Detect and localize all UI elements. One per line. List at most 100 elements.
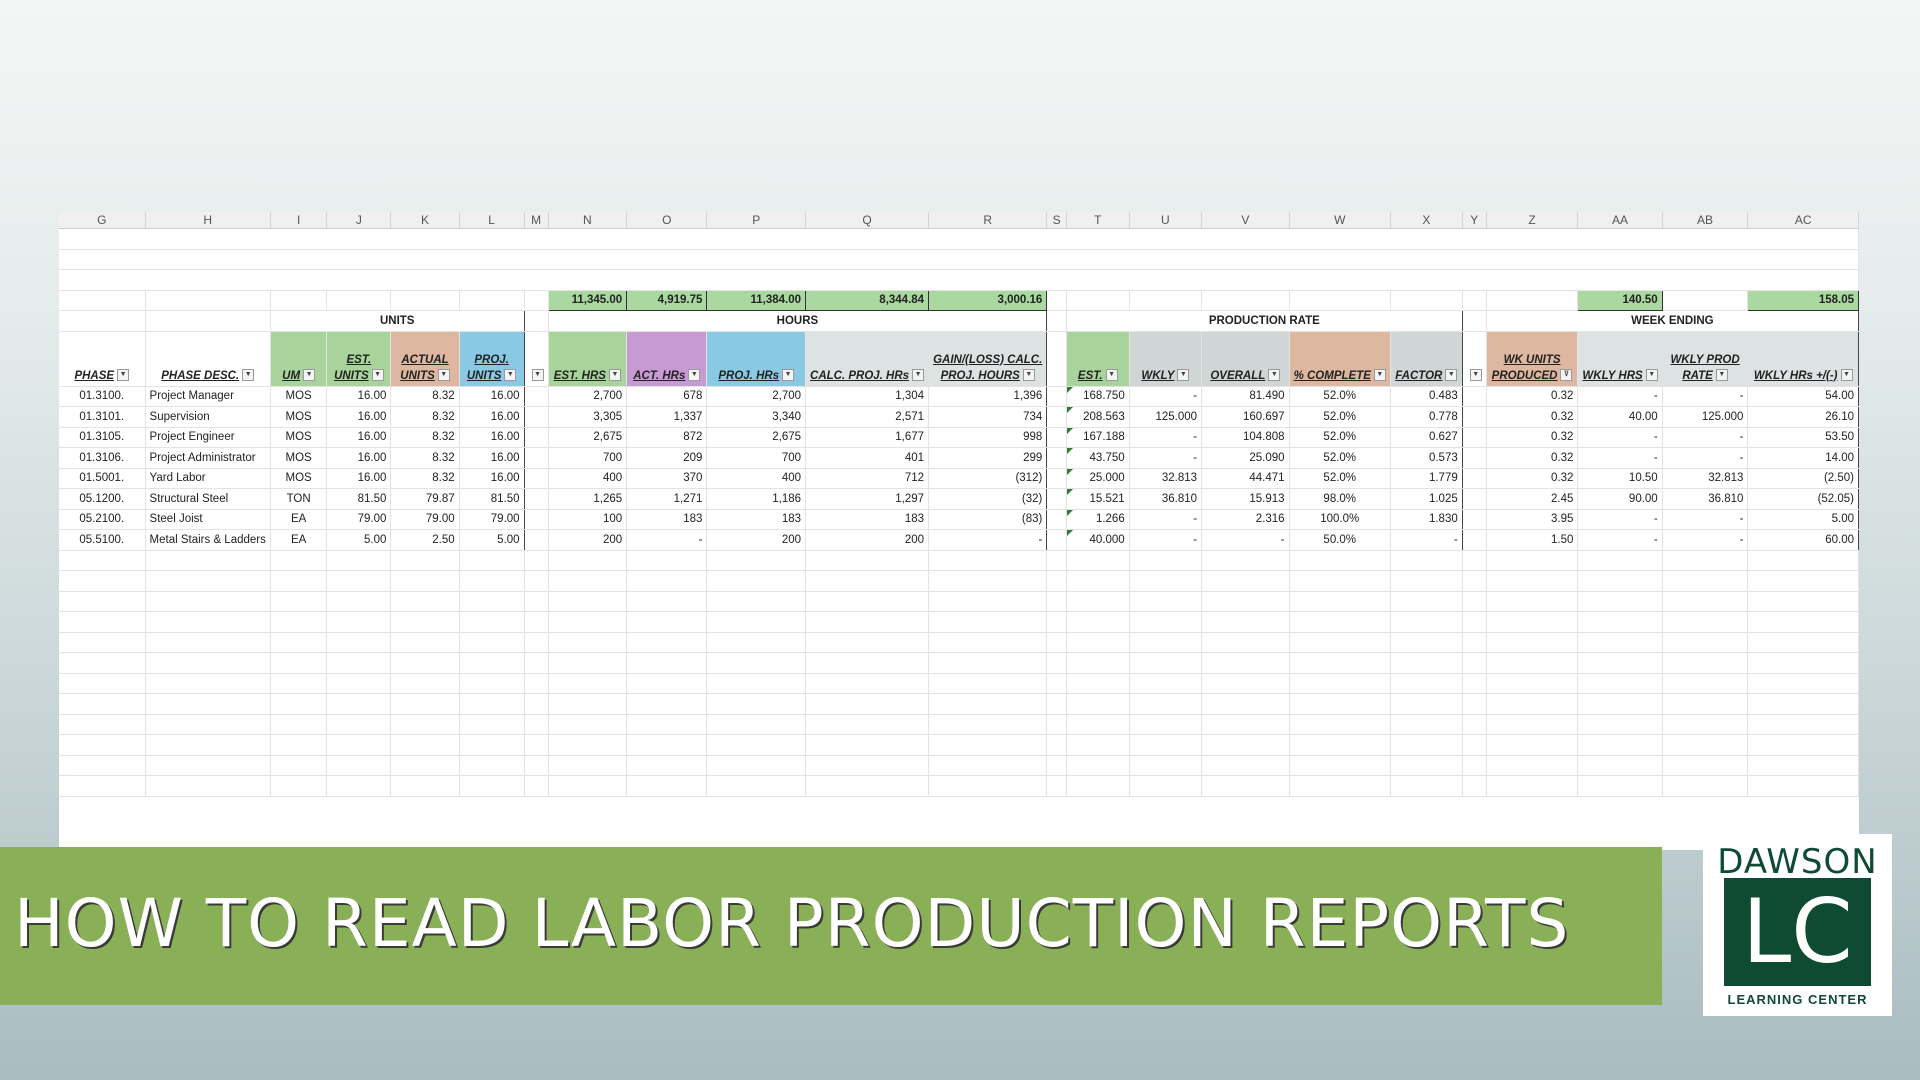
filter-dropdown-icon[interactable]: ▼ — [608, 369, 621, 382]
column-header-h[interactable]: H — [145, 212, 271, 229]
empty-cell[interactable] — [390, 714, 460, 735]
cell-factor[interactable]: 0.573 — [1390, 447, 1463, 469]
header-est-hrs[interactable]: EST. HRS ▼ — [547, 331, 628, 387]
cell-wkly-rate[interactable]: - — [1662, 386, 1749, 407]
empty-cell[interactable] — [59, 652, 146, 674]
empty-cell[interactable] — [1390, 734, 1463, 756]
empty-cell[interactable] — [459, 632, 525, 653]
spacer-cell[interactable] — [1046, 509, 1067, 530]
empty-cell[interactable] — [1201, 652, 1290, 674]
empty-cell[interactable] — [59, 570, 146, 592]
cell-wkly-diff[interactable]: 53.50 — [1747, 427, 1859, 448]
cell-wk-units[interactable]: 1.50 — [1485, 529, 1579, 551]
header-est[interactable]: EST. ▼ — [1065, 331, 1130, 387]
cell-factor[interactable]: 0.483 — [1390, 386, 1463, 407]
cell-gain-loss[interactable]: (32) — [928, 488, 1048, 510]
cell-act-hrs[interactable]: 370 — [626, 468, 708, 489]
empty-cell[interactable] — [145, 550, 271, 571]
empty-cell[interactable] — [1289, 611, 1391, 633]
empty-cell[interactable] — [1747, 570, 1859, 592]
empty-cell[interactable] — [459, 775, 525, 797]
cell-overall[interactable]: 104.808 — [1201, 427, 1290, 448]
empty-cell[interactable] — [548, 714, 628, 735]
cell-est-units[interactable]: 5.00 — [326, 529, 392, 551]
empty-cell[interactable] — [626, 693, 708, 715]
empty-cell[interactable] — [706, 775, 807, 797]
cell-actual-units[interactable]: 2.50 — [390, 529, 460, 551]
empty-cell[interactable] — [1129, 611, 1203, 633]
empty-cell[interactable] — [1747, 652, 1859, 674]
cell-factor[interactable]: 1.779 — [1390, 468, 1463, 489]
cell-est-hrs[interactable]: 400 — [547, 468, 628, 489]
empty-cell[interactable] — [1046, 570, 1067, 592]
cell-est[interactable]: 168.750 — [1065, 386, 1130, 407]
cell-actual-units[interactable]: 79.00 — [390, 509, 460, 530]
empty-cell[interactable] — [548, 775, 628, 797]
cell-phase[interactable]: 01.3101. — [59, 406, 146, 428]
empty-cell[interactable] — [1390, 693, 1463, 715]
cell-wkly[interactable]: 125.000 — [1129, 406, 1203, 428]
empty-cell[interactable] — [524, 693, 549, 715]
empty-cell[interactable] — [524, 652, 549, 674]
spacer-cell[interactable] — [524, 386, 549, 407]
empty-cell[interactable] — [548, 673, 628, 694]
header-est-units[interactable]: EST. UNITS ▼ — [326, 331, 392, 387]
empty-cell[interactable] — [326, 632, 392, 653]
total-est-hrs[interactable]: 11,345.00 — [547, 289, 628, 311]
cell-act-hrs[interactable]: 1,271 — [626, 488, 708, 510]
empty-cell[interactable] — [145, 652, 271, 674]
empty-cell[interactable] — [1201, 611, 1290, 633]
cell-wkly[interactable]: - — [1129, 509, 1203, 530]
cell-calc-proj-hrs[interactable]: 200 — [805, 529, 930, 551]
empty-cell[interactable] — [548, 755, 628, 776]
empty-cell[interactable] — [59, 673, 146, 694]
empty-cell[interactable] — [270, 611, 328, 633]
cell-est-units[interactable]: 81.50 — [326, 488, 392, 510]
empty-cell[interactable] — [1066, 550, 1130, 571]
empty-cell[interactable] — [524, 550, 549, 571]
empty-cell[interactable] — [326, 591, 392, 612]
empty-cell[interactable] — [1662, 652, 1749, 674]
empty-cell[interactable] — [548, 734, 628, 756]
cell-est-units[interactable]: 16.00 — [326, 406, 392, 428]
empty-cell[interactable] — [1577, 693, 1663, 715]
cell-calc-proj-hrs[interactable]: 712 — [805, 468, 930, 489]
empty-cell[interactable] — [1577, 611, 1663, 633]
empty-cell[interactable] — [1390, 550, 1463, 571]
cell-factor[interactable]: 0.627 — [1390, 427, 1463, 448]
empty-cell[interactable] — [145, 734, 271, 756]
empty-cell[interactable] — [270, 570, 328, 592]
spacer-cell[interactable] — [1046, 406, 1067, 428]
empty-cell[interactable] — [1066, 775, 1130, 797]
empty-cell[interactable] — [1201, 693, 1290, 715]
cell-est-units[interactable]: 16.00 — [326, 427, 392, 448]
cell-overall[interactable]: 160.697 — [1201, 406, 1290, 428]
cell-um[interactable]: EA — [269, 529, 328, 551]
cell-calc-proj-hrs[interactable]: 1,677 — [805, 427, 930, 448]
empty-cell[interactable] — [1046, 652, 1067, 674]
empty-cell[interactable] — [1066, 755, 1130, 776]
empty-cell[interactable] — [1462, 611, 1487, 633]
empty-cell[interactable] — [928, 632, 1048, 653]
empty-cell[interactable] — [1390, 755, 1463, 776]
cell-gain-loss[interactable]: 299 — [928, 447, 1048, 469]
empty-cell[interactable] — [326, 550, 392, 571]
cell-proj-hrs[interactable]: 200 — [706, 529, 807, 551]
total-proj-hrs[interactable]: 11,384.00 — [706, 289, 807, 311]
filter-dropdown-icon[interactable]: ▼ — [1469, 369, 1482, 382]
empty-cell[interactable] — [1747, 611, 1859, 633]
cell-wkly-rate[interactable]: 125.000 — [1662, 406, 1749, 428]
empty-cell[interactable] — [270, 755, 328, 776]
cell-um[interactable]: TON — [269, 488, 328, 510]
cell-um[interactable]: MOS — [269, 386, 328, 407]
cell-pct[interactable]: 100.0% — [1289, 509, 1391, 530]
cell-pct[interactable]: 52.0% — [1289, 386, 1391, 407]
cell-factor[interactable]: 1.830 — [1390, 509, 1463, 530]
empty-cell[interactable] — [145, 775, 271, 797]
empty-cell[interactable] — [390, 591, 460, 612]
empty-cell[interactable] — [459, 611, 525, 633]
cell-est-hrs[interactable]: 700 — [547, 447, 628, 469]
empty-cell[interactable] — [1289, 734, 1391, 756]
empty-cell[interactable] — [326, 693, 392, 715]
cell-wkly-rate[interactable]: 32.813 — [1662, 468, 1749, 489]
